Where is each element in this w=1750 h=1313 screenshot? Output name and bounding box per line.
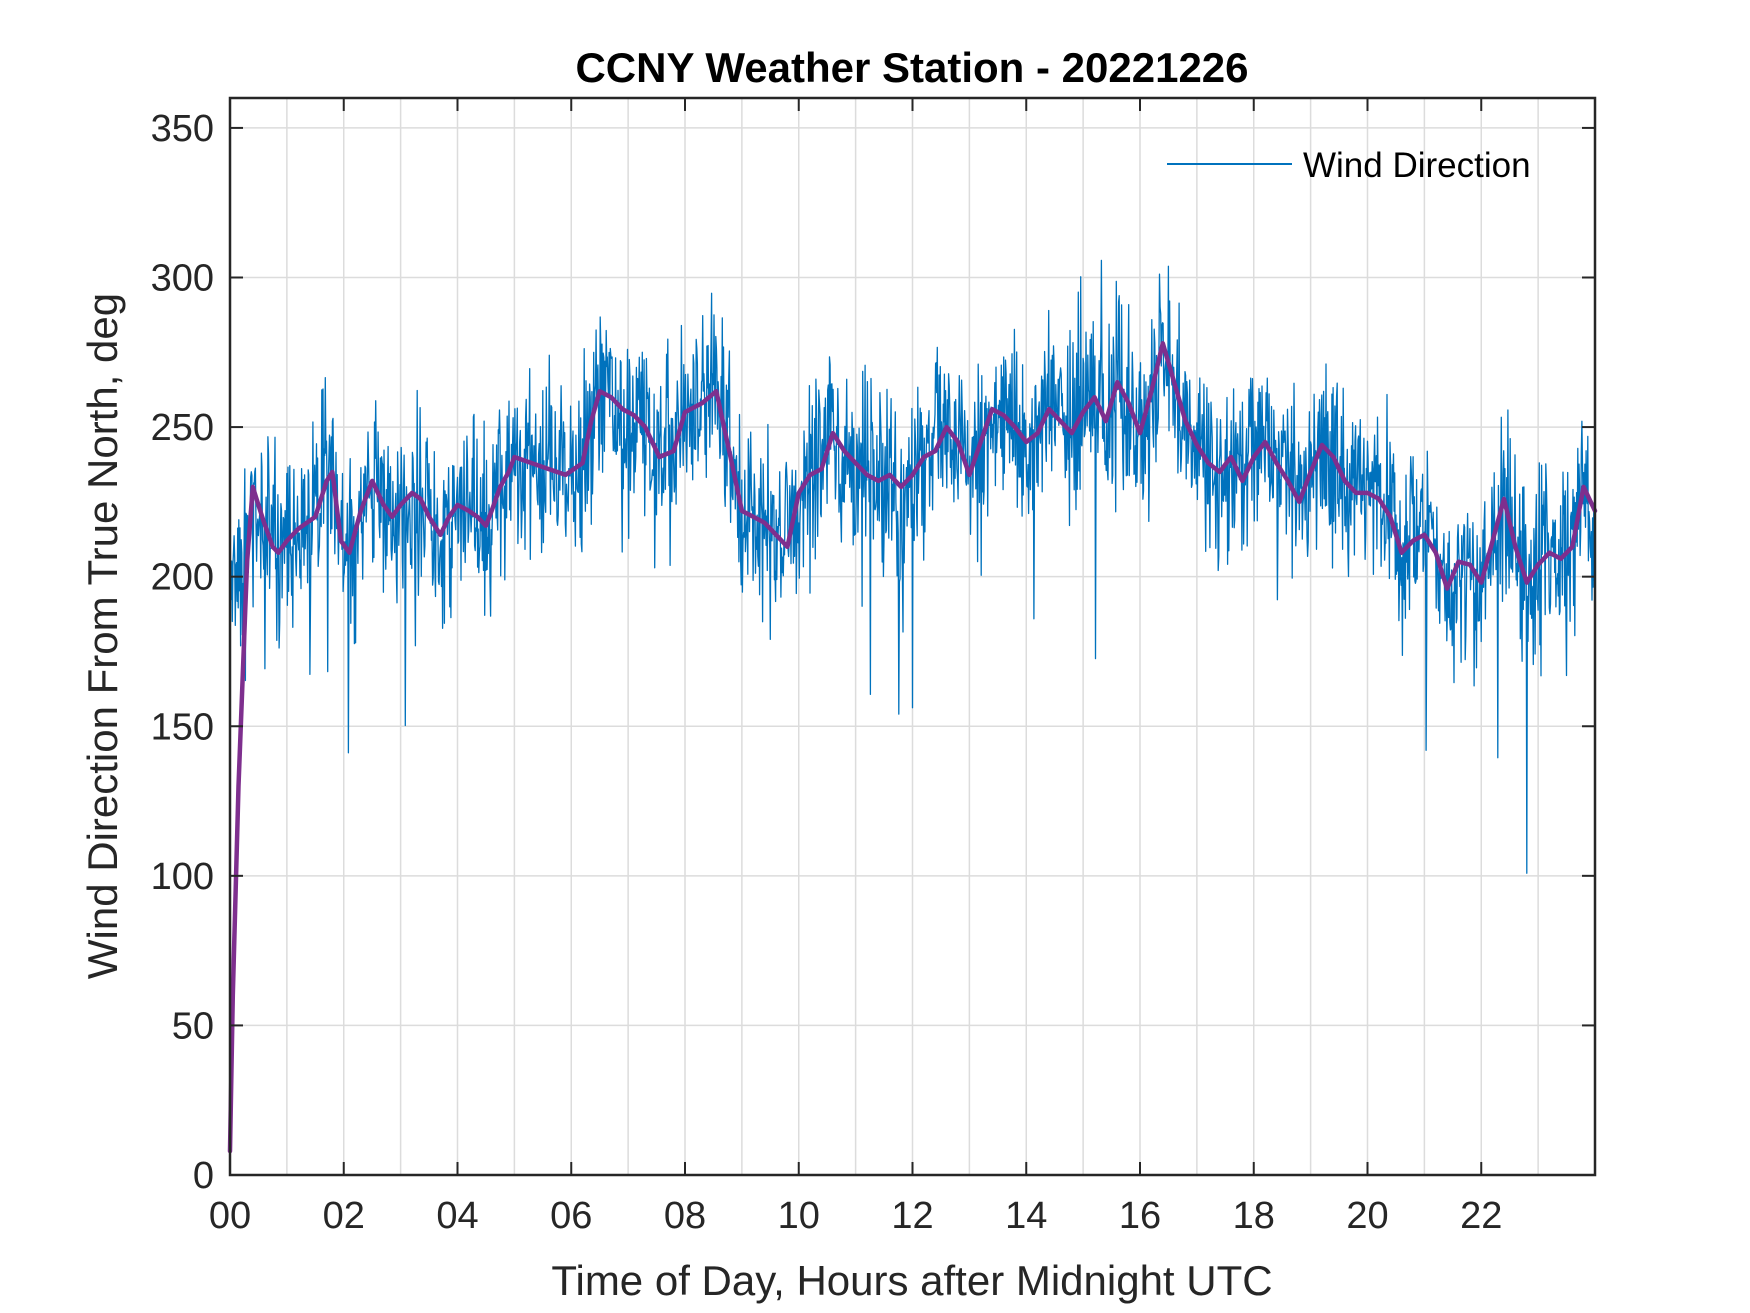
y-tick-label: 250 (151, 407, 214, 449)
x-tick-label: 10 (778, 1195, 820, 1237)
y-tick-label: 150 (151, 706, 214, 748)
chart-title: CCNY Weather Station - 20221226 (575, 44, 1248, 91)
y-tick-label: 50 (172, 1005, 214, 1047)
x-tick-label: 08 (664, 1195, 706, 1237)
x-tick-label: 16 (1119, 1195, 1161, 1237)
x-tick-label: 04 (436, 1195, 478, 1237)
plot-box (228, 96, 1597, 1177)
running-mean-series (227, 341, 1598, 1154)
y-tick-label: 350 (151, 108, 214, 150)
x-tick-label: 06 (550, 1195, 592, 1237)
y-tick-labels: 0 50 100 150 200 250 300 350 (151, 108, 214, 1197)
y-tick-label: 300 (151, 258, 214, 300)
running-mean-line (227, 341, 1598, 1154)
x-tick-label: 02 (323, 1195, 365, 1237)
x-axis-title: Time of Day, Hours after Midnight UTC (551, 1257, 1272, 1304)
x-tick-label: 14 (1005, 1195, 1047, 1237)
x-tick-label: 18 (1233, 1195, 1275, 1237)
x-tick-label: 00 (209, 1195, 251, 1237)
x-tick-label: 20 (1346, 1195, 1388, 1237)
wind-direction-series (230, 259, 1596, 874)
x-tick-label: 22 (1460, 1195, 1502, 1237)
legend-label-wind-direction: Wind Direction (1303, 146, 1531, 185)
wind-direction-line (230, 259, 1596, 874)
x-tick-labels: 00 02 04 06 08 10 12 14 16 18 20 22 (209, 1195, 1503, 1237)
legend: Wind Direction (1167, 146, 1531, 185)
y-tick-label: 200 (151, 557, 214, 599)
y-axis-title: Wind Direction From True North, deg (79, 293, 126, 979)
x-tick-label: 12 (891, 1195, 933, 1237)
y-tick-label: 0 (193, 1155, 214, 1197)
y-tick-label: 100 (151, 856, 214, 898)
